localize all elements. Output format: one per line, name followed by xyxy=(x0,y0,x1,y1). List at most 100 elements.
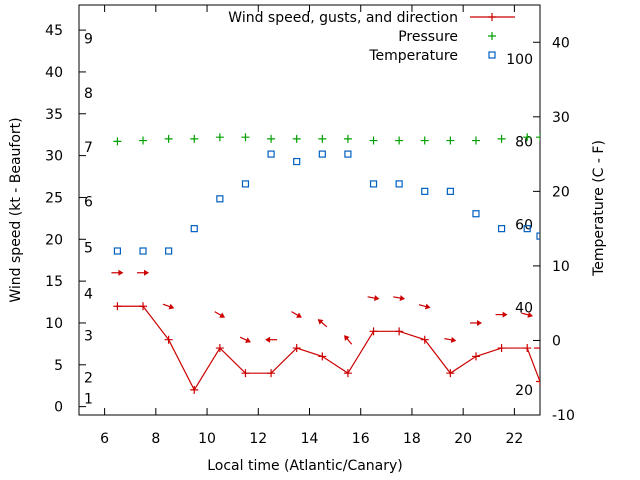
x-axis-label: Local time (Atlantic/Canary) xyxy=(207,458,403,474)
temperature-point xyxy=(267,150,275,158)
wind-point xyxy=(420,335,429,344)
temperature-point xyxy=(536,232,540,240)
temperature-point xyxy=(241,180,250,188)
x-tick-label: 20 xyxy=(454,431,472,447)
pressure-point xyxy=(523,133,532,142)
beaufort-scale-labels: 1 2 3 4 5 6 7 8 9 xyxy=(84,31,93,407)
temperature-point xyxy=(139,247,147,255)
wind-direction-arrow xyxy=(265,336,278,343)
right-tick-label: 0 xyxy=(552,333,561,349)
beaufort-label: 8 xyxy=(84,86,93,102)
right-tick-label: 20 xyxy=(552,184,570,200)
right-axis-label: Temperature (C - F) xyxy=(591,140,607,277)
x-tick-label: 12 xyxy=(249,431,267,447)
pressure-point xyxy=(471,136,480,145)
wind-point xyxy=(343,369,352,378)
left-tick-label: 5 xyxy=(54,358,63,374)
legend-label-pressure: Pressure xyxy=(398,29,458,45)
temperature-point xyxy=(472,210,480,218)
pressure-point xyxy=(318,134,327,143)
temperature-point xyxy=(165,247,173,255)
pressure-point xyxy=(536,133,540,142)
left-axis-ticks: 0 5 10 15 20 25 30 35 40 45 xyxy=(45,23,86,416)
temperature-point xyxy=(523,225,531,233)
wind-point xyxy=(164,335,173,344)
right-tick-label: 30 xyxy=(552,110,570,126)
left-tick-label: 20 xyxy=(45,232,63,248)
pressure-point xyxy=(497,134,506,143)
wind-line xyxy=(117,305,540,392)
beaufort-label: 2 xyxy=(84,370,93,386)
temperature-point xyxy=(446,187,454,195)
wind-direction-arrow xyxy=(469,319,482,326)
fahrenheit-label: 20 xyxy=(515,383,533,399)
left-tick-label: 35 xyxy=(45,107,63,123)
wind-point xyxy=(523,344,532,353)
x-tick-label: 16 xyxy=(352,431,370,447)
wind-direction-arrow xyxy=(521,311,533,318)
wind-direction-arrow xyxy=(291,311,302,318)
x-tick-label: 18 xyxy=(403,431,421,447)
pressure-point xyxy=(343,134,352,143)
left-tick-label: 40 xyxy=(45,65,63,81)
legend-label-temperature: Temperature xyxy=(368,48,458,64)
wind-point xyxy=(318,352,327,361)
x-tick-label: 10 xyxy=(198,431,216,447)
temperature-point xyxy=(318,150,326,158)
plot-frame xyxy=(78,4,541,416)
legend: Wind speed, gusts, and direction Pressur… xyxy=(228,10,515,64)
wind-direction-arrow xyxy=(317,319,328,328)
temperature-point xyxy=(216,195,224,203)
pressure-point xyxy=(139,136,148,145)
temperature-point xyxy=(190,225,198,233)
pressure-point xyxy=(215,133,224,142)
wind-direction-arrow xyxy=(418,303,431,310)
temperature-point xyxy=(369,180,378,188)
temperature-point xyxy=(395,180,403,188)
right-axis-ticks: -10 0 10 20 30 40 xyxy=(533,35,575,424)
legend-pressure-sample xyxy=(488,32,496,40)
wind-point xyxy=(292,344,301,353)
legend-label-wind: Wind speed, gusts, and direction xyxy=(228,10,458,26)
beaufort-label: 1 xyxy=(84,391,93,407)
legend-temperature-marker xyxy=(488,51,496,59)
left-axis-label: Wind speed (kt - Beaufort) xyxy=(8,117,24,302)
beaufort-label: 7 xyxy=(84,140,93,156)
wind-point xyxy=(139,302,148,311)
left-tick-label: 0 xyxy=(54,400,63,416)
pressure-point xyxy=(420,136,429,145)
wind-point xyxy=(267,369,276,378)
wind-direction-arrow xyxy=(444,336,457,343)
temperature-point xyxy=(113,247,122,255)
wind-point xyxy=(113,302,122,311)
beaufort-label: 3 xyxy=(84,329,93,345)
wind-direction-arrow xyxy=(162,303,175,310)
chart-axes xyxy=(78,4,541,416)
wind-point xyxy=(446,369,455,378)
x-tick-label: 14 xyxy=(301,431,319,447)
right-tick-label: 40 xyxy=(552,35,570,51)
fahrenheit-label: 80 xyxy=(515,135,533,151)
beaufort-label: 6 xyxy=(84,195,93,211)
pressure-point xyxy=(113,137,122,146)
wind-point xyxy=(190,385,199,394)
pressure-point xyxy=(395,136,404,145)
x-tick-label: 22 xyxy=(505,431,523,447)
beaufort-label: 9 xyxy=(84,31,93,47)
legend-pressure-marker xyxy=(488,32,496,40)
x-tick-label: 6 xyxy=(100,431,109,447)
wind-point xyxy=(369,327,378,336)
left-tick-label: 10 xyxy=(45,316,63,332)
pressure-point xyxy=(267,134,276,143)
temperature-point xyxy=(497,225,506,233)
fahrenheit-label: 100 xyxy=(506,52,533,68)
wind-direction-arrow xyxy=(344,335,353,345)
wind-point xyxy=(536,377,540,386)
wind-point xyxy=(395,327,404,336)
wind-direction-arrow xyxy=(239,336,251,343)
pressure-point xyxy=(190,134,199,143)
x-axis-ticks: 6 8 10 12 14 16 18 20 22 xyxy=(100,5,523,447)
pressure-point xyxy=(241,133,250,142)
